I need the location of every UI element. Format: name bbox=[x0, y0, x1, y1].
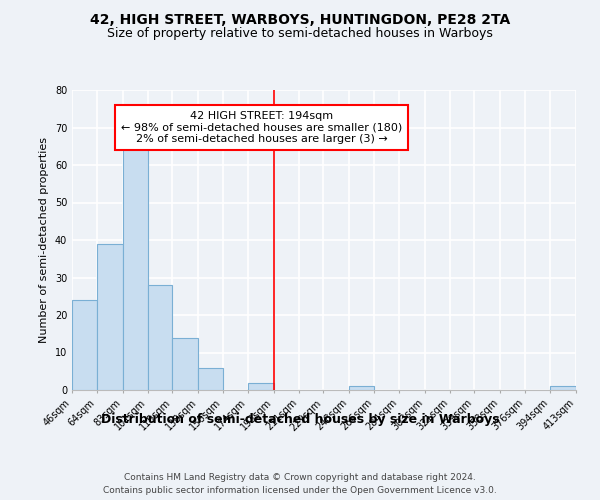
Text: Distribution of semi-detached houses by size in Warboys: Distribution of semi-detached houses by … bbox=[101, 412, 499, 426]
Text: Contains public sector information licensed under the Open Government Licence v3: Contains public sector information licen… bbox=[103, 486, 497, 495]
Bar bbox=[550, 386, 576, 390]
Bar bbox=[199, 368, 223, 390]
Y-axis label: Number of semi-detached properties: Number of semi-detached properties bbox=[39, 137, 49, 343]
Text: Size of property relative to semi-detached houses in Warboys: Size of property relative to semi-detach… bbox=[107, 28, 493, 40]
Text: Contains HM Land Registry data © Crown copyright and database right 2024.: Contains HM Land Registry data © Crown c… bbox=[124, 472, 476, 482]
Bar bbox=[248, 382, 274, 390]
Bar bbox=[349, 386, 374, 390]
Bar bbox=[148, 285, 172, 390]
Text: 42, HIGH STREET, WARBOYS, HUNTINGDON, PE28 2TA: 42, HIGH STREET, WARBOYS, HUNTINGDON, PE… bbox=[90, 12, 510, 26]
Bar bbox=[172, 338, 199, 390]
Bar bbox=[72, 300, 97, 390]
Bar bbox=[123, 138, 148, 390]
Text: 42 HIGH STREET: 194sqm
← 98% of semi-detached houses are smaller (180)
2% of sem: 42 HIGH STREET: 194sqm ← 98% of semi-det… bbox=[121, 111, 402, 144]
Bar bbox=[97, 244, 123, 390]
